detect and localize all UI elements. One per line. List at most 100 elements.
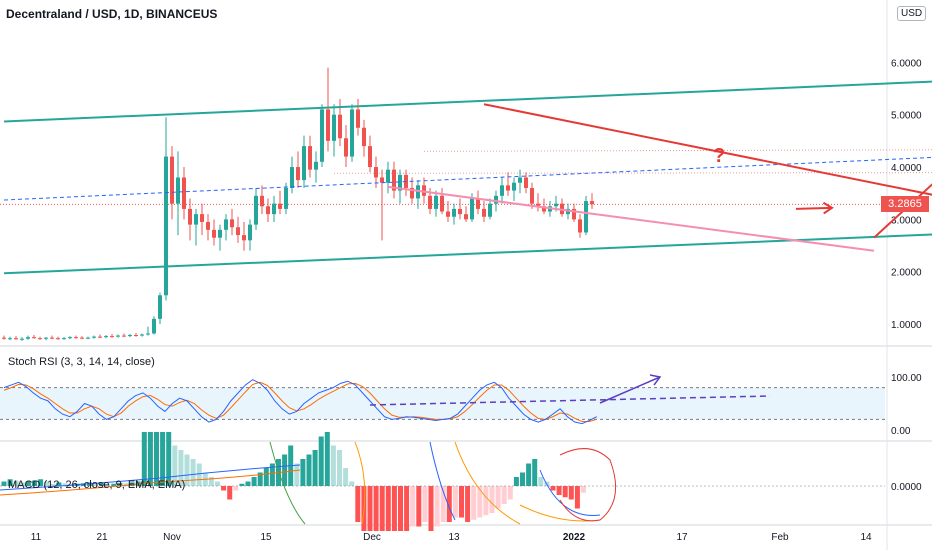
macd-bar [452,486,458,518]
candle-body [554,203,558,207]
macd-bar [141,432,147,486]
macd-bar [343,468,349,486]
candle-body [200,214,204,222]
stoch-trend-dashed [369,395,771,406]
time-tick-label: Feb [771,532,789,543]
wedge-upper-line [483,103,932,196]
candle-body [386,169,390,183]
time-tick-label: 21 [96,532,108,543]
macd-bar [330,445,336,486]
macd-bar [251,477,257,486]
candle-body [290,167,294,188]
time-tick-label: 14 [860,532,872,543]
macd-bar [581,486,586,493]
candle-body [140,334,144,336]
stoch-arrow [599,376,661,404]
macd-bar [25,481,31,486]
macd-bar [337,450,342,486]
candle-body [542,206,546,212]
candle-body [86,337,90,339]
candle-body [236,227,240,236]
candle-body [128,335,132,337]
macd-bar [398,486,403,531]
candle-body [434,195,438,209]
candle-body [374,167,378,178]
price-tick-label: 5.0000 [891,111,922,122]
channel-upper-line [3,80,932,123]
macd-bar [526,463,532,486]
candle-body [194,214,198,225]
channel-lower-line [3,233,932,275]
candle-body [116,335,120,337]
candle-body [224,219,228,230]
macd-bar [227,486,233,500]
annotation-curve [539,469,601,516]
macd-bar [440,486,446,522]
macd-bar [93,483,98,486]
macd-bar [184,454,190,486]
macd-bar [550,486,556,491]
stoch-rsi-label: Stoch RSI (3, 3, 14, 14, close) [8,356,155,368]
macd-bar [520,472,525,486]
candle-body [230,219,234,228]
macd-bar [269,463,275,486]
wedge-lower-line [387,185,875,252]
price-tick-label: 1.0000 [891,320,922,331]
candle-body [518,177,522,183]
candle-body [452,208,456,217]
currency-button[interactable]: USD [897,6,927,21]
macd-bar [483,486,489,516]
resistance-line [423,149,932,152]
candle-body [254,195,258,225]
macd-tick-label: 0.0000 [891,482,922,493]
macd-bar [385,486,391,531]
annotation-curve [519,504,601,522]
macd-bar [556,486,562,495]
macd-bar [373,486,379,531]
resistance-line [333,172,932,174]
macd-bar [477,486,483,518]
macd-bar [501,486,507,504]
candle-body [92,336,96,338]
macd-bar [117,482,123,486]
candle-body [572,208,576,220]
candle-body [104,336,108,338]
candle-body [272,203,276,215]
time-tick-label: 11 [31,532,42,543]
macd-bar [306,454,312,486]
current-price-tag: 3.2865 [881,196,929,212]
time-tick-label: 13 [448,532,460,543]
candle-body [506,185,510,191]
candle-body [20,338,24,340]
candle-body [296,167,300,181]
annotation-curve [269,441,306,525]
candle-body [332,114,336,141]
macd-bar [416,486,422,527]
macd-bar [111,483,117,486]
candle-body [266,206,270,215]
time-tick-label: Nov [163,532,181,543]
time-tick-label: Dec [363,532,381,543]
candle-body [50,337,54,339]
annotation-curve [354,441,366,525]
candle-body [134,335,138,337]
price-tick-label: 2.0000 [891,268,922,279]
macd-bar [471,486,477,520]
macd-bar [300,459,306,486]
stoch-tick-label: 100.00 [891,373,922,384]
macd-bar [172,445,178,486]
macd-bar [410,486,416,527]
candle-body [98,336,102,338]
candle-body [314,161,318,170]
macd-bar [99,483,105,486]
macd-bar [221,486,227,491]
macd-bar [568,486,574,500]
small-arrow-head [822,201,834,215]
macd-bar [62,483,68,486]
candle-body [458,208,462,215]
candle-body [260,195,264,207]
small-arrow [795,206,833,210]
candle-body [446,211,450,217]
